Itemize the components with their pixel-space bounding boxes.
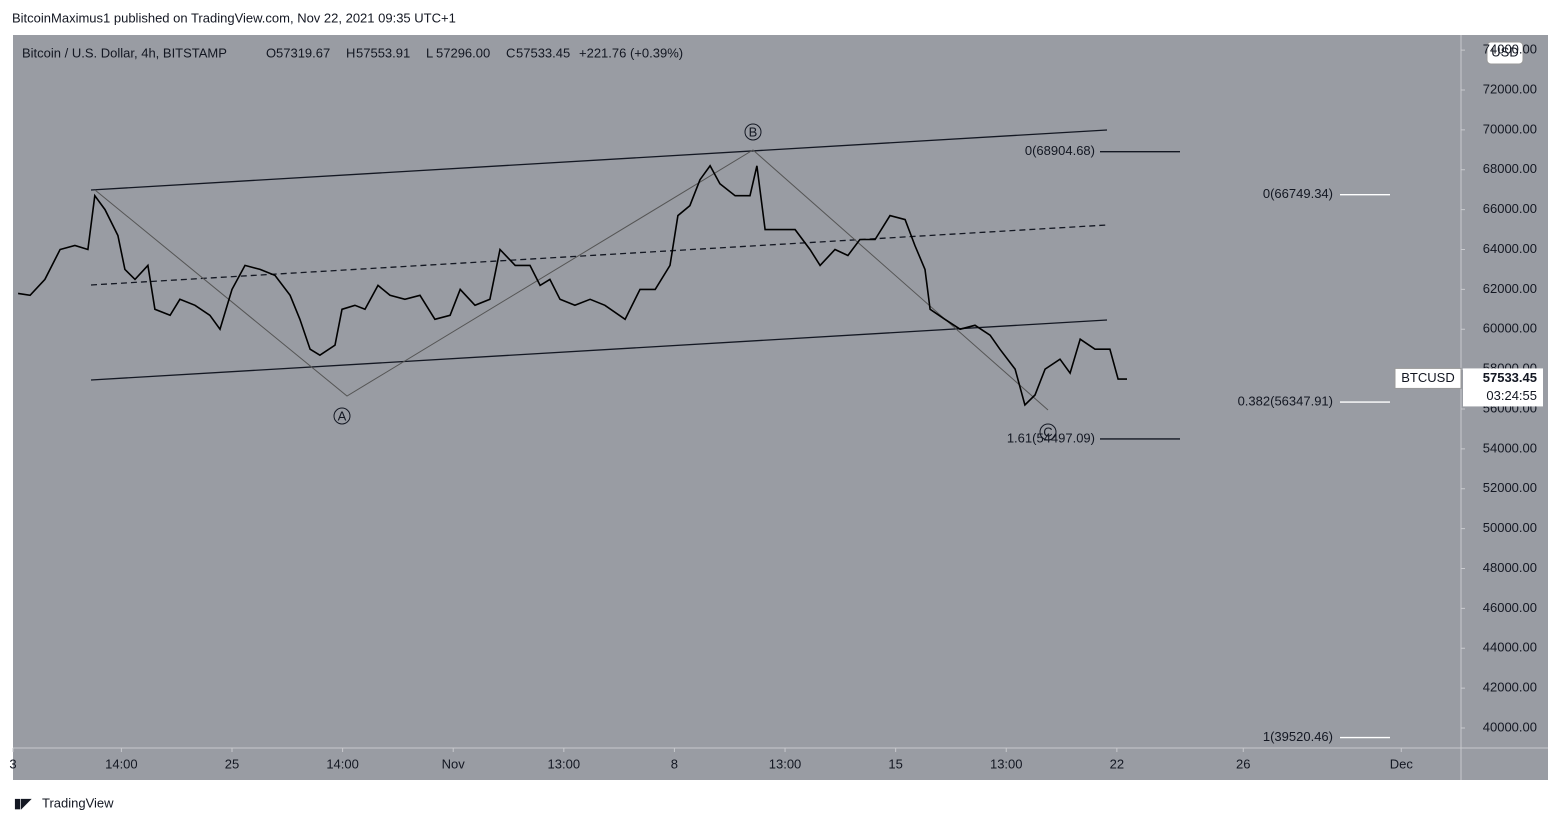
currency: USD <box>1491 44 1518 59</box>
ohlc-value: 57319.67 <box>276 45 330 60</box>
y-tick-label: 46000.00 <box>1483 600 1537 615</box>
x-tick-label: Nov <box>442 756 466 771</box>
wave-label: C <box>1043 424 1052 439</box>
y-tick-label: 54000.00 <box>1483 440 1537 455</box>
price-tag <box>1463 368 1543 407</box>
wave-circle <box>1039 423 1057 441</box>
y-tick-label: 42000.00 <box>1483 680 1537 695</box>
fib-label: 1(39520.46) <box>1263 729 1333 744</box>
x-tick-label: 13:00 <box>769 756 802 771</box>
chart-background <box>13 35 1548 780</box>
y-tick-label: 64000.00 <box>1483 241 1537 256</box>
y-tick-label: 48000.00 <box>1483 560 1537 575</box>
y-tick-label: 70000.00 <box>1483 121 1537 136</box>
x-tick-label: 15 <box>888 756 902 771</box>
y-tick-label: 60000.00 <box>1483 321 1537 336</box>
channel-bottom <box>90 319 1108 381</box>
x-tick-label: 14:00 <box>105 756 138 771</box>
ohlc-key: L <box>426 45 433 60</box>
ohlc: O 57319.67 H 57553.91 L 57296.00 C 57533.45 <box>266 45 570 60</box>
y-tick-label: 72000.00 <box>1483 81 1537 96</box>
logo: ▮◤ <box>14 795 32 810</box>
fib-label: 1.61(54497.09) <box>1007 430 1095 445</box>
x-tick-label: 26 <box>1236 756 1250 771</box>
symbol-tag-label: BTCUSD <box>1401 370 1454 385</box>
fib-label: 0.382(56347.91) <box>1238 393 1333 408</box>
wave-label: B <box>749 124 758 139</box>
y-tick-label: 40000.00 <box>1483 719 1537 734</box>
ohlc-value: 57296.00 <box>436 45 490 60</box>
ohlc-value: 57533.45 <box>516 45 570 60</box>
brand: TradingView <box>42 795 114 810</box>
x-tick-label: 14:00 <box>326 756 359 771</box>
x-tick-label: 3 <box>9 756 16 771</box>
y-tick-label: 52000.00 <box>1483 480 1537 495</box>
channel-top <box>90 129 1108 191</box>
y-tick-label: 74000.00 <box>1483 42 1537 57</box>
fib-label: 0(66749.34) <box>1263 186 1333 201</box>
footer: ▮◤ TradingView <box>14 795 114 810</box>
ohlc-key: H <box>346 45 355 60</box>
wave-labels: A B C <box>333 123 1057 441</box>
last-price: 57533.45 <box>1483 370 1537 385</box>
wave-circle <box>744 123 762 141</box>
byline: BitcoinMaximus1 published on TradingView… <box>12 10 456 25</box>
y-tick-label: 68000.00 <box>1483 161 1537 176</box>
currency-badge <box>1486 41 1524 65</box>
symbol-tag <box>1394 367 1462 389</box>
fib-label: 0(68904.68) <box>1025 143 1095 158</box>
wave-circle <box>333 407 351 425</box>
y-tick-label: 66000.00 <box>1483 201 1537 216</box>
price-line <box>17 164 1127 407</box>
x-tick-label: 22 <box>1110 756 1124 771</box>
wave-label: A <box>338 408 347 423</box>
x-tick-label: 13:00 <box>548 756 581 771</box>
y-tick-label: 44000.00 <box>1483 640 1537 655</box>
wave-zigzag <box>94 149 1049 411</box>
x-tick-label: Dec <box>1390 756 1414 771</box>
x-tick-label: 8 <box>671 756 678 771</box>
symbol-title: Bitcoin / U.S. Dollar, 4h, BITSTAMP <box>22 45 227 60</box>
x-tick-label: 25 <box>225 756 239 771</box>
change: +221.76 (+0.39%) <box>579 45 683 60</box>
ohlc-value: 57553.91 <box>356 45 410 60</box>
y-tick-label: 62000.00 <box>1483 281 1537 296</box>
countdown: 03:24:55 <box>1486 388 1537 403</box>
y-tick-label: 50000.00 <box>1483 520 1537 535</box>
ohlc-key: O <box>266 45 276 60</box>
ohlc-key: C <box>506 45 515 60</box>
x-tick-label: 13:00 <box>990 756 1023 771</box>
channel <box>90 129 1108 381</box>
